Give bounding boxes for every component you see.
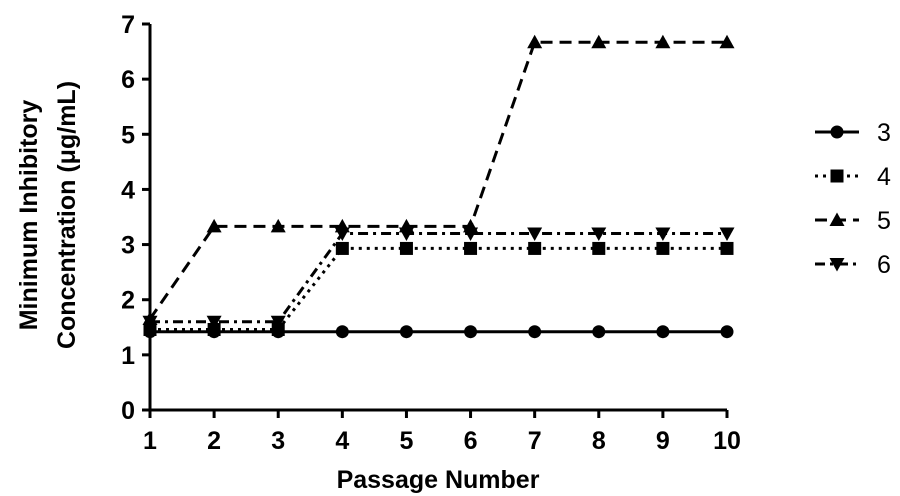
series-6 [142, 227, 735, 330]
y-axis-title-line-1: Minimum Inhibitory [15, 100, 43, 331]
data-point-3 [271, 325, 285, 339]
data-point-3 [720, 325, 734, 339]
data-point-4 [592, 241, 606, 255]
x-tick-label: 2 [207, 427, 221, 455]
data-point-3 [528, 325, 542, 339]
legend-label: 6 [877, 251, 891, 279]
y-ticks: 0 1 2 3 4 5 6 7 [121, 11, 150, 425]
x-tick-label: 6 [464, 427, 478, 455]
series-4 [143, 241, 734, 336]
data-point-4 [399, 241, 413, 255]
legend-item-5: 5 [815, 207, 891, 235]
data-point-5 [398, 218, 414, 233]
x-tick-label: 9 [656, 427, 670, 455]
legend-item-6: 6 [815, 251, 891, 279]
data-point-6 [270, 315, 286, 330]
x-tick-label: 8 [592, 427, 606, 455]
data-point-3 [399, 325, 413, 339]
series-line-6 [150, 232, 727, 324]
data-point-4 [528, 241, 542, 255]
data-point-6 [206, 315, 222, 330]
data-point-4 [335, 241, 349, 255]
legend-marker [830, 169, 844, 183]
data-point-5 [334, 218, 350, 233]
x-tick-label: 7 [528, 427, 542, 455]
data-point-6 [591, 227, 607, 242]
y-tick-label: 1 [121, 342, 135, 370]
y-tick-label: 7 [121, 11, 135, 39]
y-tick-label: 4 [121, 176, 135, 204]
x-tick-label: 3 [271, 427, 285, 455]
y-axis-title-line-2: Concentration (μg/mL) [53, 81, 81, 349]
data-point-5 [527, 34, 543, 49]
data-point-4 [720, 241, 734, 255]
legend-label: 3 [877, 119, 891, 147]
data-point-5 [591, 34, 607, 49]
y-tick-label: 3 [121, 232, 135, 260]
x-tick-label: 10 [713, 427, 741, 455]
y-tick-label: 0 [121, 397, 135, 425]
data-point-3 [592, 325, 606, 339]
data-point-3 [464, 325, 478, 339]
data-point-3 [143, 325, 157, 339]
data-point-4 [656, 241, 670, 255]
data-point-5 [655, 34, 671, 49]
data-point-6 [655, 227, 671, 242]
series-layer [142, 34, 735, 339]
x-tick-label: 4 [335, 427, 349, 455]
x-ticks: 1 2 3 4 5 6 7 8 9 10 [143, 410, 741, 455]
legend-label: 4 [877, 163, 891, 191]
data-point-3 [207, 325, 221, 339]
x-tick-label: 1 [143, 427, 157, 455]
data-point-5 [142, 311, 158, 326]
x-axis-title: Passage Number [337, 466, 540, 494]
series-line-5 [148, 40, 727, 320]
data-point-5 [270, 218, 286, 233]
series-5 [142, 34, 735, 326]
y-tick-label: 2 [121, 287, 135, 315]
legend: 3 4 5 6 [815, 119, 891, 279]
legend-marker [829, 258, 845, 272]
legend-marker [830, 125, 844, 139]
legend-item-3: 3 [815, 119, 891, 147]
series-line-4 [150, 246, 727, 331]
data-point-5 [719, 34, 735, 49]
data-point-6 [527, 227, 543, 242]
legend-item-4: 4 [815, 163, 891, 191]
data-point-3 [656, 325, 670, 339]
data-point-5 [463, 218, 479, 233]
x-tick-label: 5 [399, 427, 413, 455]
data-point-5 [206, 218, 222, 233]
axes [148, 24, 727, 412]
series-3 [143, 325, 734, 339]
legend-marker [829, 212, 845, 226]
data-point-3 [335, 325, 349, 339]
data-point-6 [719, 227, 735, 242]
y-tick-label: 5 [121, 121, 135, 149]
data-point-4 [464, 241, 478, 255]
y-tick-label: 6 [121, 66, 135, 94]
legend-label: 5 [877, 207, 891, 235]
